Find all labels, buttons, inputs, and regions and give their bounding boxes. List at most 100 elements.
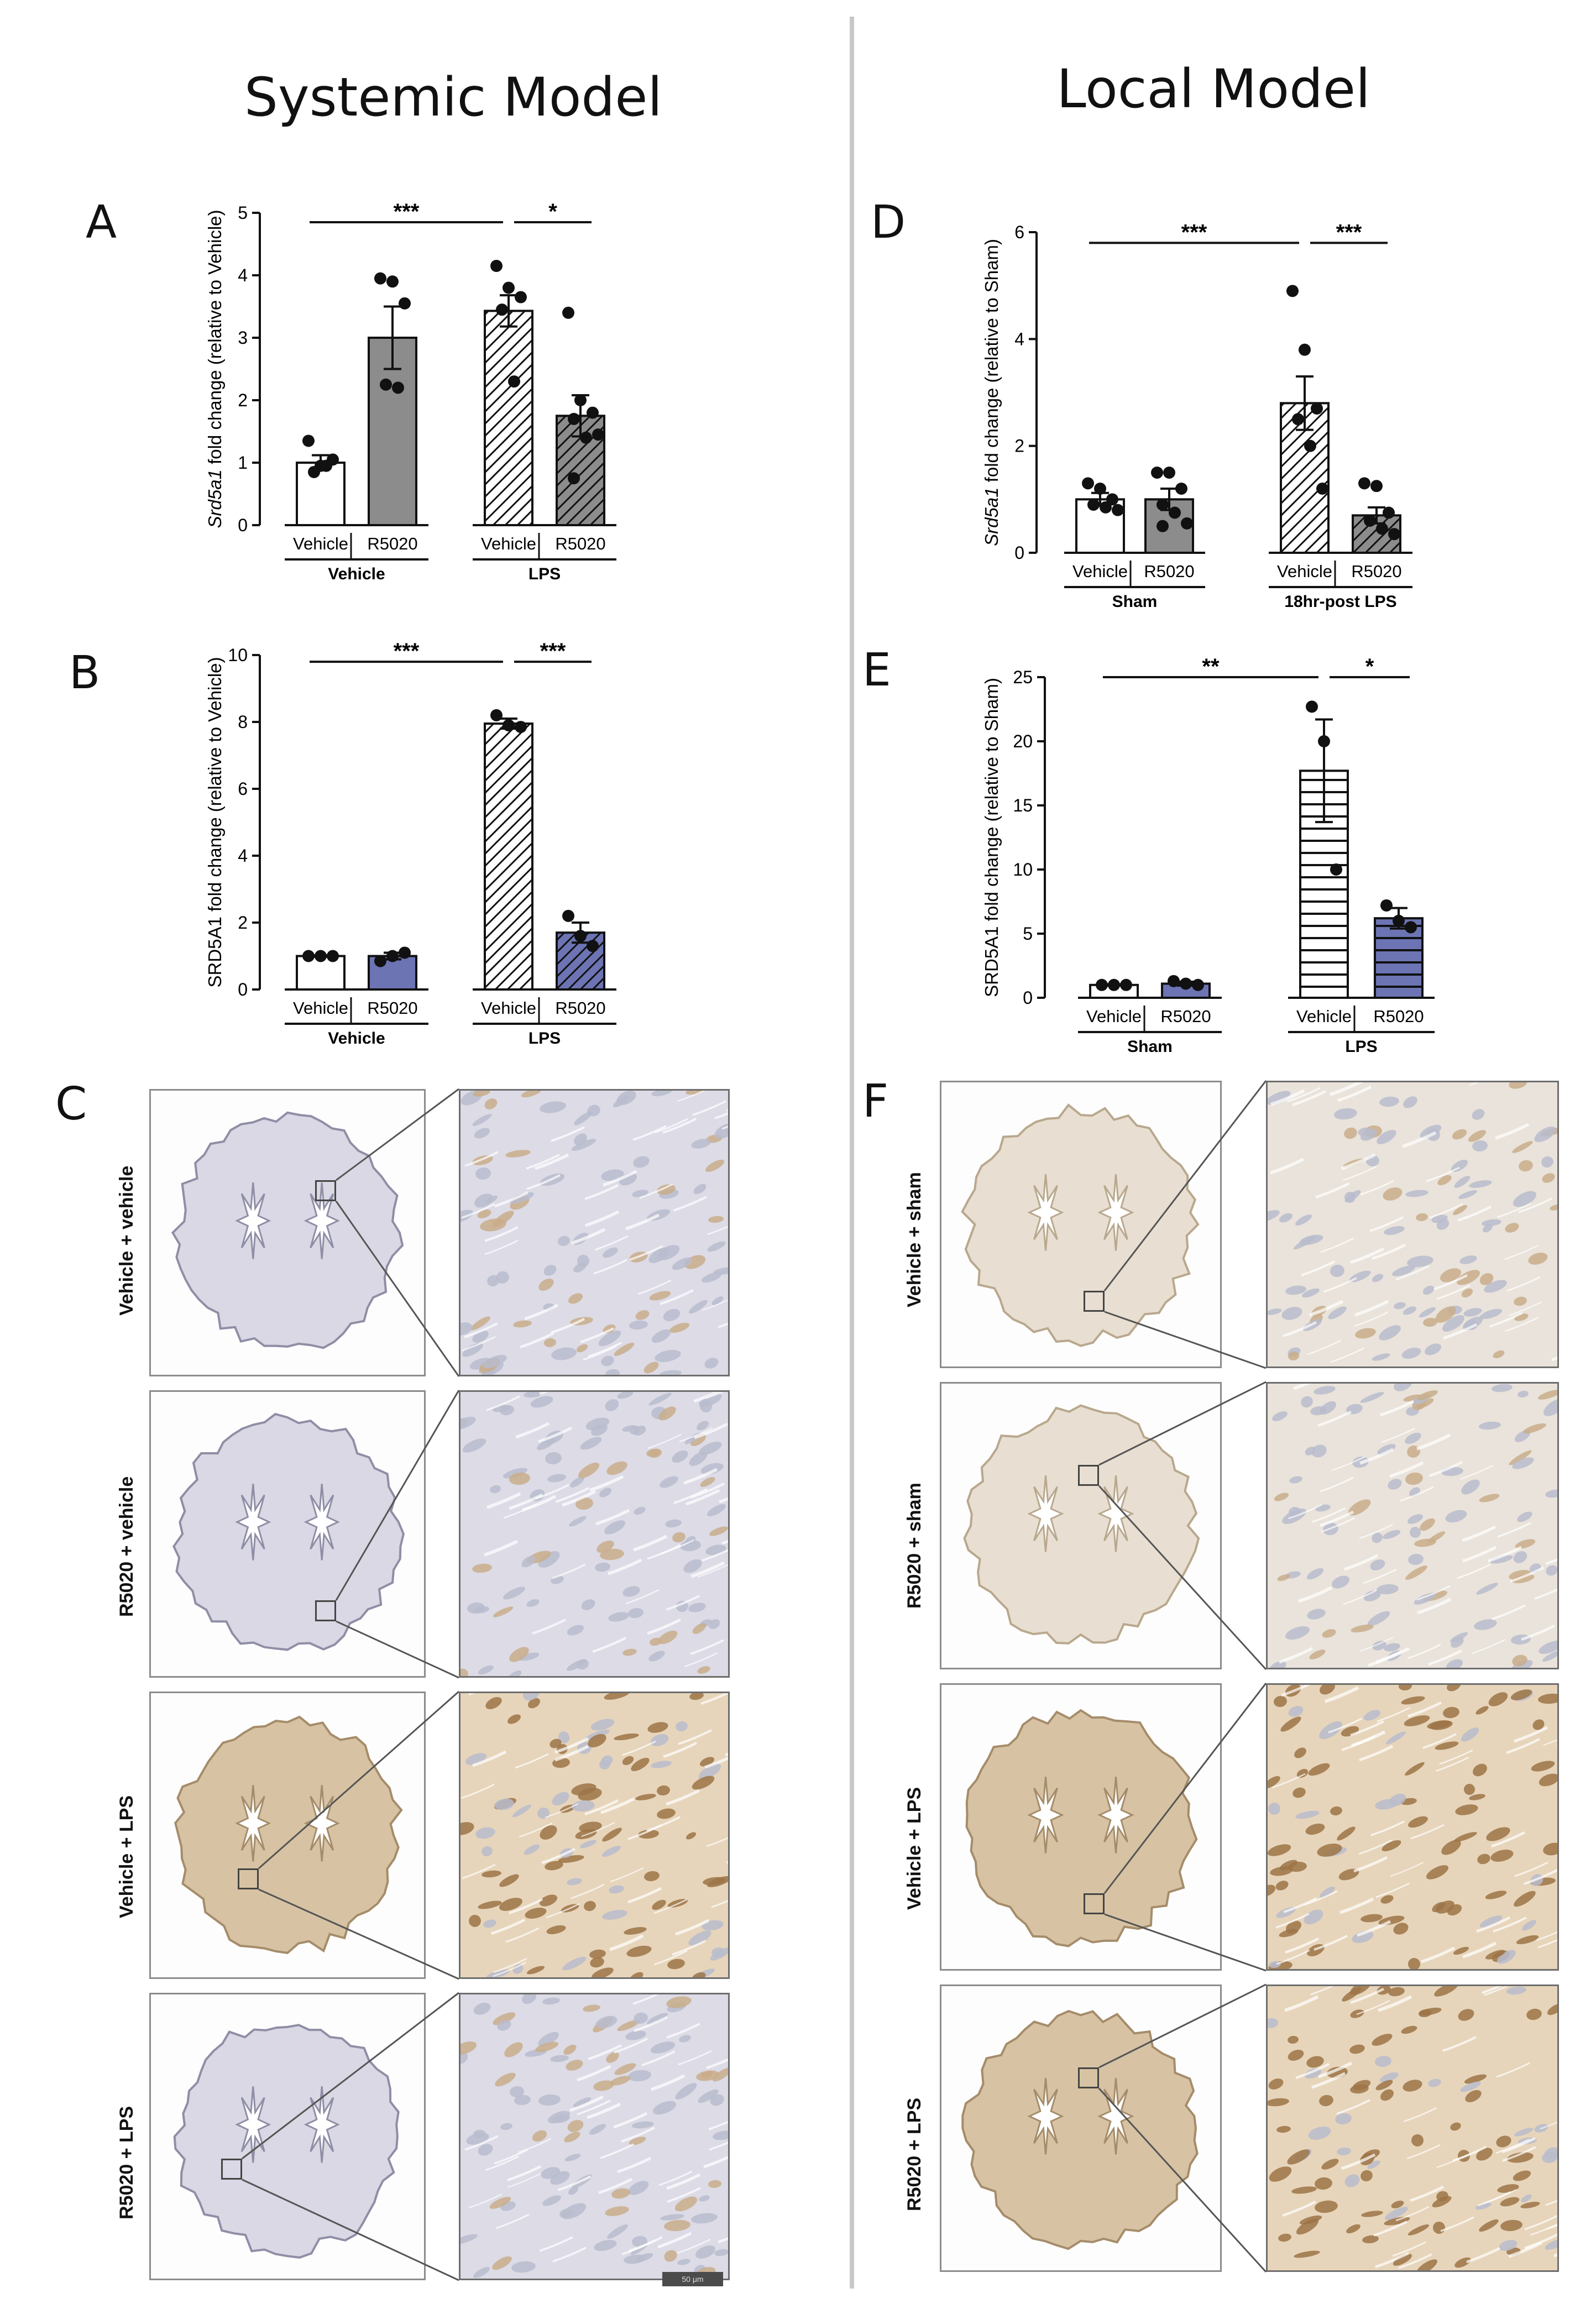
tissue-overview-image [149, 1692, 426, 1979]
data-point [1292, 413, 1304, 426]
tissue-overview-image [940, 1683, 1222, 1971]
data-point [315, 950, 327, 962]
category-label: Vehicle [481, 998, 536, 1018]
data-point [1318, 735, 1330, 747]
tissue-overview-image [940, 1382, 1222, 1669]
data-point [587, 940, 599, 952]
zoom-region-box [1084, 1291, 1105, 1312]
data-point [1181, 517, 1193, 530]
zoom-micrograph [459, 1089, 730, 1376]
data-point [1094, 483, 1106, 495]
significance-label: *** [1336, 220, 1362, 244]
chart-d-srd5a1-local: 0 2 4 6 Srd5a1 fold change (relative to Sham… [981, 220, 1412, 611]
data-point [1376, 522, 1388, 535]
data-point [1299, 343, 1311, 356]
y-tick-label: 2 [1014, 436, 1024, 456]
data-point [308, 465, 320, 478]
data-point [302, 434, 315, 447]
data-point [587, 406, 599, 419]
group-label: Sham [1112, 593, 1158, 611]
data-point [508, 375, 520, 388]
significance-label: * [1365, 654, 1374, 679]
group-label: 18hr-post LPS [1284, 593, 1396, 611]
group-label: LPS [528, 1029, 561, 1048]
zoom-region-box [1078, 1465, 1099, 1486]
significance-label: *** [394, 200, 420, 224]
zoom-region-box [315, 1180, 336, 1201]
data-point [1120, 978, 1132, 991]
data-point [320, 459, 332, 472]
data-point [302, 950, 315, 962]
data-point [327, 950, 339, 962]
ihc-row-label: Vehicle + LPS [904, 1787, 925, 1910]
data-point [503, 281, 515, 294]
significance-label: ** [1202, 654, 1220, 679]
zoom-region-box [1084, 1893, 1105, 1914]
y-tick-label: 4 [238, 265, 248, 285]
category-label: Vehicle [1086, 1007, 1142, 1026]
y-tick-label: 3 [238, 328, 248, 348]
data-point [386, 950, 399, 962]
y-tick-label: 2 [238, 913, 248, 933]
y-axis-label: Srd5a1 fold change (relative to Vehicle) [205, 210, 225, 528]
tissue-overview-image [940, 1081, 1222, 1368]
left-section-title: Systemic Model [244, 66, 663, 128]
data-point [1112, 504, 1124, 516]
data-point [1157, 520, 1169, 532]
zoom-micrograph [1266, 1382, 1559, 1669]
ihc-row-label: R5020 + LPS [116, 2106, 137, 2219]
category-label: Vehicle [293, 998, 348, 1018]
zoom-region-box [1078, 2067, 1099, 2088]
data-point [568, 412, 580, 425]
data-point [1304, 439, 1316, 452]
zoom-micrograph [1266, 1081, 1559, 1368]
data-point [1358, 477, 1370, 490]
y-tick-label: 20 [1013, 731, 1033, 751]
ihc-row-label: Vehicle + LPS [116, 1795, 137, 1918]
significance-label: * [548, 200, 557, 224]
data-point [1163, 467, 1175, 479]
y-tick-label: 5 [238, 203, 248, 223]
data-point [399, 297, 411, 310]
data-point [1311, 402, 1323, 415]
bar [484, 722, 533, 991]
zoom-micrograph [459, 1993, 730, 2280]
data-point [380, 378, 392, 391]
chart-e-srd5a1-protein-local: 0 5 10 15 20 25 SRD5A1 fold change (relative t… [981, 654, 1435, 1056]
group-label: Vehicle [328, 1029, 385, 1048]
tissue-overview-image [940, 1984, 1222, 2272]
data-point [1370, 480, 1383, 493]
zoom-micrograph [459, 1390, 730, 1678]
data-point [1330, 863, 1342, 876]
panel-letter-d: D [871, 196, 906, 249]
category-label: Vehicle [1072, 562, 1128, 581]
data-point [1169, 506, 1181, 519]
zoom-region-box [315, 1600, 336, 1621]
data-point [503, 719, 515, 732]
data-point [490, 709, 503, 721]
data-point [399, 946, 411, 959]
data-point [1306, 700, 1318, 713]
data-point [562, 306, 574, 319]
data-point [1286, 285, 1299, 297]
y-tick-label: 4 [238, 846, 248, 866]
group-label: Sham [1127, 1038, 1173, 1056]
zoom-region-box [221, 2159, 242, 2180]
zoom-micrograph [1266, 1984, 1559, 2272]
data-point [592, 428, 604, 441]
y-tick-label: 4 [1014, 329, 1024, 349]
data-point [1087, 499, 1100, 511]
data-point [374, 955, 386, 967]
data-point [1168, 975, 1180, 987]
zoom-region-box [238, 1868, 259, 1889]
ihc-row-label: Vehicle + sham [904, 1172, 925, 1307]
scale-bar: 50 μm [662, 2272, 723, 2286]
data-point [1383, 506, 1395, 519]
category-label: R5020 [367, 998, 417, 1018]
right-section-title: Local Model [1056, 58, 1370, 120]
panel-letter-c: C [55, 1078, 87, 1130]
zoom-micrograph [1266, 1683, 1559, 1971]
significance-label: *** [540, 639, 566, 663]
data-point [374, 272, 386, 285]
data-point [1157, 499, 1169, 511]
